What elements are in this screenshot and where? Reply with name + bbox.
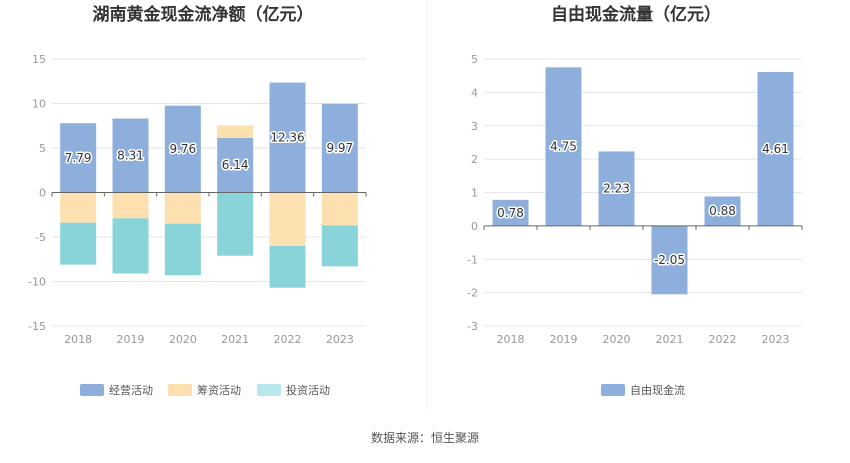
y-tick-label: 0 (471, 220, 478, 233)
x-tick-label: 2019 (117, 333, 145, 346)
data-label: 6.14 (222, 158, 249, 172)
bar-经营活动-2020 (164, 105, 201, 193)
y-tick-label: -10 (28, 276, 46, 289)
free-cashflow-chart: 自由现金流量（亿元） 5 4 3 2 1 0 -1 -2 -3 2018 2019 2020 2021 2… (467, 4, 803, 397)
data-label: 8.31 (117, 149, 144, 163)
bar-自由现金流-2019 (545, 67, 582, 226)
x-tick-label: 2019 (550, 333, 578, 346)
x-tick-label: 2020 (169, 333, 197, 346)
bar-自由现金流-2022 (704, 196, 741, 226)
legend-swatch (168, 384, 192, 396)
legend-swatch (257, 384, 281, 396)
data-label: 12.36 (270, 130, 304, 144)
bar-经营活动-2023 (321, 103, 358, 193)
bar-投资活动-2023 (321, 225, 358, 267)
y-tick-label: 0 (39, 187, 46, 200)
data-label: 9.97 (326, 141, 353, 155)
bar-筹资活动-2018 (60, 192, 97, 223)
data-label: 0.78 (497, 206, 524, 220)
x-tick-label: 2020 (603, 333, 631, 346)
y-tick-label: 10 (32, 98, 46, 111)
data-label: 0.88 (709, 204, 736, 218)
bar-筹资活动-2022 (269, 192, 306, 246)
legend-cashflow: 经营活动 筹资活动 投资活动 (80, 383, 330, 397)
bar-筹资活动-2019 (112, 192, 149, 219)
bar-筹资活动-2021 (217, 125, 254, 138)
bar-自由现金流-2020 (598, 151, 635, 226)
bar-筹资活动-2020 (164, 192, 201, 224)
x-tick-label: 2021 (656, 333, 684, 346)
bar-筹资活动-2023 (321, 192, 358, 226)
y-tick-label: -3 (467, 320, 478, 333)
x-tick-label: 2018 (497, 333, 525, 346)
bar-自由现金流-2021 (651, 225, 688, 295)
bar-经营活动-2018 (60, 123, 97, 193)
y-tick-label: -1 (467, 253, 478, 266)
x-tick-label: 2022 (274, 333, 302, 346)
y-tick-label: 5 (471, 53, 478, 66)
data-label: 9.76 (169, 142, 196, 156)
y-tick-label: -15 (28, 320, 46, 333)
data-label: 4.61 (762, 142, 789, 156)
legend-label: 筹资活动 (197, 383, 241, 397)
bar-经营活动-2021 (217, 137, 254, 193)
bar-投资活动-2021 (217, 192, 254, 256)
y-tick-label: 4 (471, 86, 478, 99)
chart-title-fcf: 自由现金流量（亿元） (551, 4, 721, 25)
bar-自由现金流-2018 (492, 199, 529, 226)
legend-fcf: 自由现金流 (601, 383, 685, 397)
data-label: 4.75 (550, 140, 577, 154)
bar-经营活动-2019 (112, 118, 149, 193)
data-label: 7.79 (65, 151, 92, 165)
legend-label: 自由现金流 (630, 383, 685, 397)
source-note: 数据来源：恒生聚源 (371, 430, 479, 445)
data-label: 2.23 (603, 182, 630, 196)
data-label: -2.05 (654, 253, 685, 267)
x-tick-label: 2023 (326, 333, 354, 346)
x-tick-label: 2022 (709, 333, 737, 346)
legend-label: 投资活动 (286, 383, 330, 397)
y-tick-label: -2 (467, 287, 478, 300)
x-tick-label: 2021 (221, 333, 249, 346)
bar-投资活动-2022 (269, 245, 306, 288)
bar-自由现金流-2023 (757, 72, 794, 226)
y-tick-label: 1 (471, 187, 478, 200)
bar-投资活动-2018 (60, 222, 97, 265)
legend-label: 经营活动 (109, 383, 153, 397)
legend-swatch (80, 384, 104, 396)
legend-swatch (601, 384, 625, 396)
bar-投资活动-2019 (112, 218, 149, 274)
x-tick-label: 2023 (762, 333, 790, 346)
bar-投资活动-2020 (164, 223, 201, 276)
x-tick-label: 2018 (64, 333, 92, 346)
y-tick-label: 3 (471, 120, 478, 133)
chart-title-cashflow: 湖南黄金现金流净额（亿元） (93, 4, 314, 25)
y-tick-label: 2 (471, 153, 478, 166)
cashflow-net-chart: 湖南黄金现金流净额（亿元） 15 10 5 0 -5 -10 -15 2018 2019 2020… (28, 4, 367, 397)
y-tick-label: -5 (35, 231, 46, 244)
bar-经营活动-2022 (269, 82, 306, 193)
y-tick-label: 5 (39, 142, 46, 155)
y-tick-label: 15 (32, 53, 46, 66)
